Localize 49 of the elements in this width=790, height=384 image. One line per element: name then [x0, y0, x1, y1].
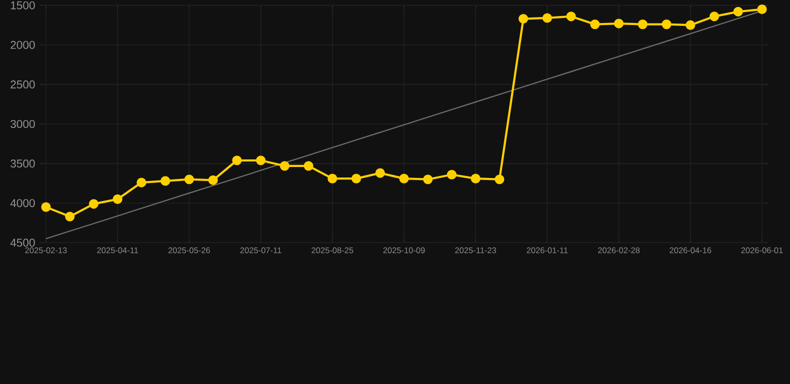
point — [351, 174, 362, 184]
y-tick-label: 2500 — [10, 80, 35, 88]
point — [65, 212, 75, 222]
point — [88, 199, 99, 209]
y-tick-label: 3500 — [10, 160, 35, 168]
point — [757, 4, 767, 14]
point — [280, 161, 290, 171]
point — [566, 12, 576, 22]
point — [446, 170, 457, 180]
x-tick-label: 2025-02-13 — [25, 247, 67, 254]
point — [208, 175, 218, 185]
x-tick-label: 2026-01-11 — [526, 247, 568, 254]
point — [256, 156, 266, 166]
point — [160, 176, 170, 186]
point — [184, 174, 194, 184]
y-tick-label: 1500 — [10, 1, 35, 10]
y-tick-label: 4000 — [10, 199, 35, 208]
point — [638, 20, 648, 30]
point — [590, 20, 600, 30]
point — [304, 161, 314, 171]
point — [470, 174, 480, 184]
y-tick-label: 2000 — [10, 40, 35, 49]
y-tick-label: 4500 — [10, 238, 35, 247]
point — [662, 20, 672, 30]
x-tick-label: 2025-10-09 — [383, 247, 425, 254]
point — [232, 156, 242, 166]
point — [518, 14, 528, 24]
x-tick-label: 2026-04-16 — [670, 247, 712, 254]
y-tick-label: 3000 — [10, 120, 35, 128]
point — [709, 12, 720, 22]
x-tick-label: 2026-02-28 — [598, 247, 640, 254]
point — [686, 20, 696, 30]
point — [41, 202, 51, 212]
point — [112, 194, 122, 204]
x-tick-label: 2025-08-25 — [312, 247, 354, 254]
point — [494, 174, 504, 184]
point — [423, 174, 433, 184]
x-tick-label: 2026-06-01 — [741, 247, 783, 254]
x-tick-label: 2025-11-23 — [455, 247, 496, 254]
point — [614, 18, 624, 28]
x-tick-label: 2025-04-11 — [97, 247, 138, 254]
point — [328, 174, 338, 184]
x-tick-label: 2025-05-26 — [168, 247, 210, 254]
point — [136, 178, 146, 188]
x-tick-label: 2025-07-11 — [240, 247, 282, 254]
point — [399, 174, 409, 184]
point — [733, 6, 743, 16]
point — [375, 168, 385, 178]
point — [542, 13, 552, 23]
